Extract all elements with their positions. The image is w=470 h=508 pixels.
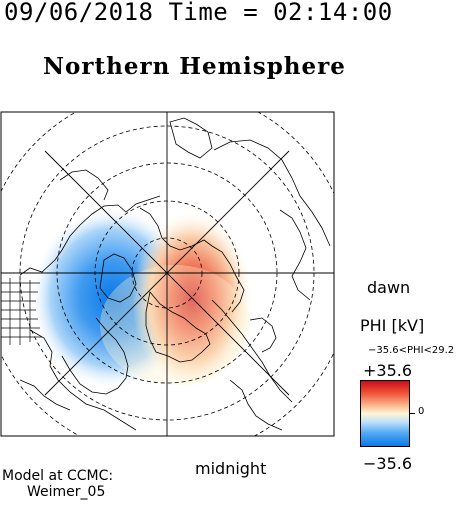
coastlines (19, 117, 331, 431)
colorbar-gradient (360, 380, 410, 447)
model-name-line: Weimer_05 (27, 484, 106, 500)
colorbar-range: −35.6<PHI<29.2 (368, 345, 455, 356)
date-time-header: 09/06/2018 Time = 02:14:00 (4, 0, 393, 26)
edge-grid (1, 278, 42, 345)
midnight-label: midnight (195, 459, 267, 478)
polar-map (0, 111, 335, 437)
colorbar-min-label: −35.6 (363, 454, 413, 473)
colorbar-title: PHI [kV] (360, 316, 425, 335)
longitude-lines (1, 112, 334, 436)
colorbar-max-label: +35.6 (363, 361, 413, 380)
positive-cell-halo (100, 265, 250, 385)
hemisphere-title: Northern Hemisphere (43, 53, 346, 80)
colorbar-zero-tick (410, 413, 415, 414)
colorbar-mid-label: 0 (418, 406, 425, 417)
positive-potential-cell (132, 212, 252, 388)
model-source-line: Model at CCMC: (2, 468, 114, 484)
dawn-label: dawn (367, 278, 411, 297)
